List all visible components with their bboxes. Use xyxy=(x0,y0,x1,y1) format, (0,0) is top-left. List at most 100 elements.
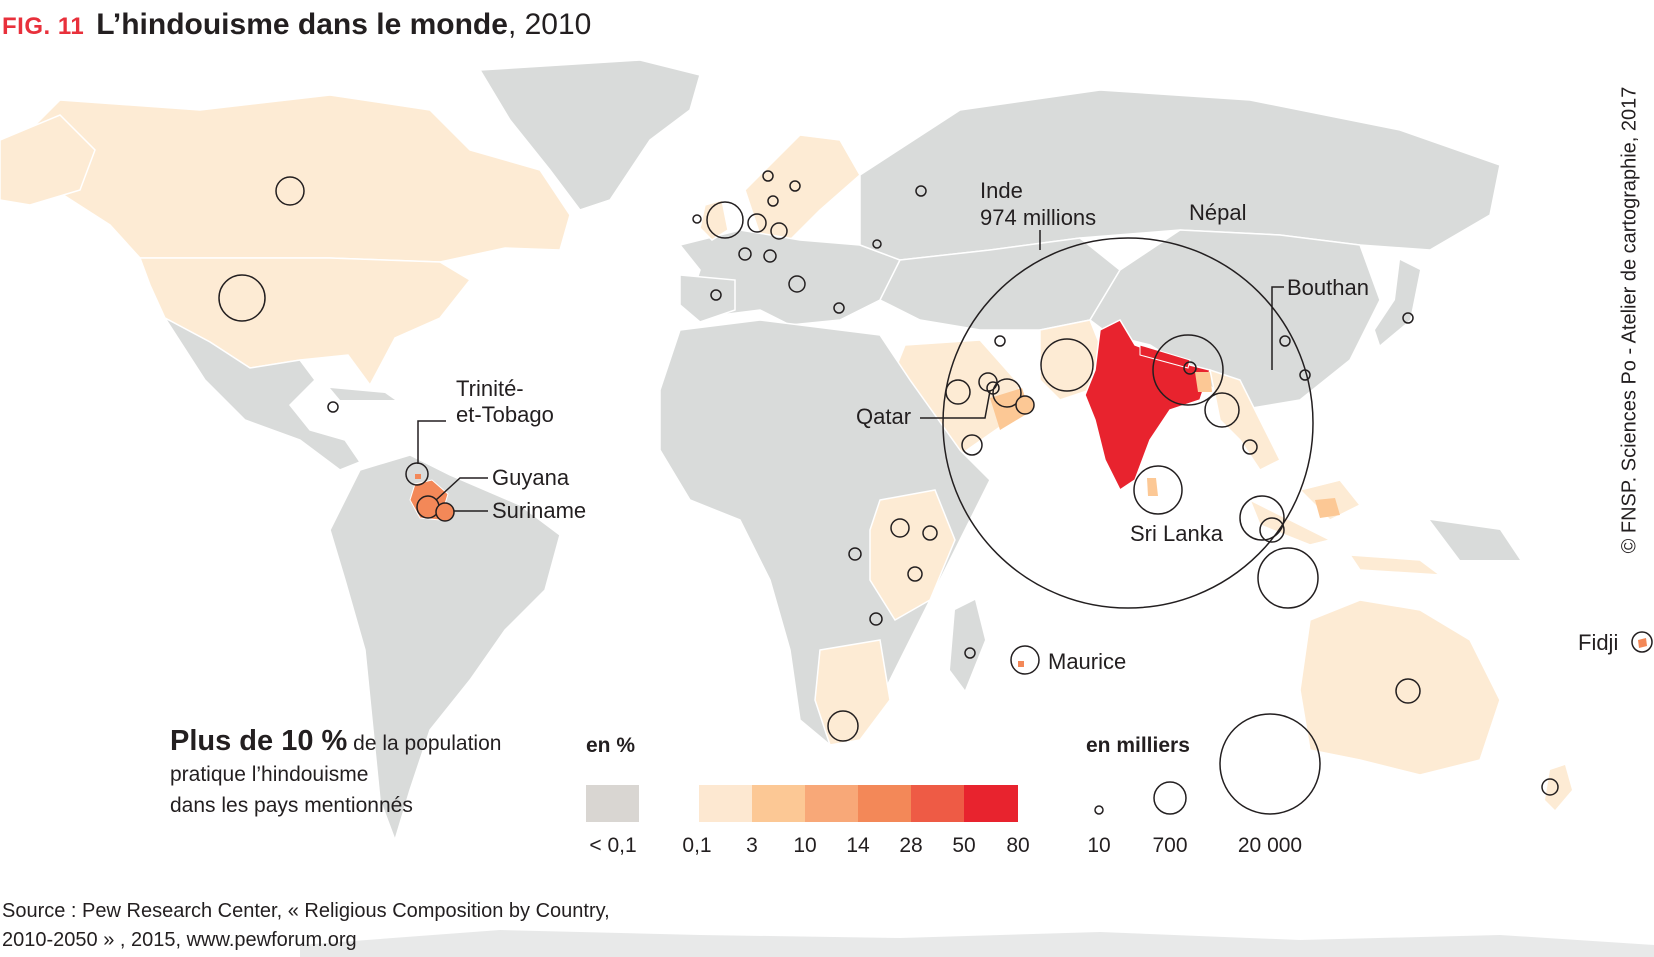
circle-kenya xyxy=(890,518,910,538)
land-bangladesh xyxy=(1195,372,1212,392)
label-bouthan: Bouthan xyxy=(1287,275,1369,300)
circle-canada xyxy=(275,176,305,206)
circle-nepal xyxy=(1152,334,1224,406)
circle-tanzania xyxy=(922,525,938,541)
land-scandinavia xyxy=(744,134,861,241)
land-caribbean xyxy=(330,388,395,400)
circle-malaysia xyxy=(1239,495,1285,541)
circle-poland xyxy=(872,239,882,249)
legend-size-title: en milliers xyxy=(1086,734,1190,757)
land-papua xyxy=(1430,520,1520,560)
circle-fiji xyxy=(1631,631,1653,653)
size-label: 700 xyxy=(1152,834,1188,857)
credit-text: © FNSP. Sciences Po - Atelier de cartogr… xyxy=(1618,86,1641,554)
page-title: L’hindouisme dans le monde, 2010 xyxy=(96,8,591,42)
circle-nigeria xyxy=(848,547,862,561)
leader-trinite xyxy=(417,420,446,464)
land-uk xyxy=(699,199,729,241)
land-china xyxy=(1089,229,1381,411)
land-australia xyxy=(1299,599,1501,776)
circle-india xyxy=(942,237,1314,609)
swatch-14-28 xyxy=(858,785,911,822)
label-inde-2: 974 millions xyxy=(980,205,1096,230)
size-circle-medium xyxy=(1153,781,1187,815)
legend-pct-title: en % xyxy=(586,734,636,757)
title-main: L’hindouisme dans le monde xyxy=(96,8,508,41)
land-japan xyxy=(1375,260,1420,345)
circle-germany xyxy=(770,222,788,240)
legend-description-line2: pratique l’hindouisme xyxy=(170,763,369,786)
label-suriname: Suriname xyxy=(492,498,586,523)
pct-label: 80 xyxy=(1006,834,1030,857)
pct-label: 10 xyxy=(793,834,817,857)
pct-label: 50 xyxy=(952,834,976,857)
land-mexico xyxy=(162,315,362,471)
leader-guyana xyxy=(435,477,488,501)
circle-greece xyxy=(833,302,845,314)
legend-description-line3: dans les pays mentionnés xyxy=(170,794,413,817)
circle-uk xyxy=(706,201,744,239)
size-legend-circles xyxy=(1094,713,1321,815)
leader-lines xyxy=(417,230,1284,512)
circle-suriname xyxy=(435,502,455,522)
circle-sri-lanka xyxy=(1133,465,1183,515)
circle-uganda xyxy=(907,566,923,582)
circle-thailand xyxy=(1299,369,1311,381)
circle-japan xyxy=(1402,312,1414,324)
circle-pakistan xyxy=(1040,338,1094,392)
source-line-2: 2010-2050 » , 2015, www.pewforum.org xyxy=(2,929,357,951)
land-sulawesi xyxy=(1315,498,1340,518)
circle-qatar xyxy=(986,381,1000,395)
circle-singapore xyxy=(1259,517,1285,543)
circle-indonesia xyxy=(1257,547,1319,609)
circle-bangladesh xyxy=(1204,392,1240,428)
pct-label: 14 xyxy=(846,834,870,857)
land-indonesia xyxy=(1248,479,1443,576)
circle-belgium xyxy=(763,249,777,263)
circle-mozambique xyxy=(869,612,883,626)
swatch-28-50 xyxy=(911,785,964,822)
circle-reunion xyxy=(964,647,976,659)
circle-ireland xyxy=(692,214,702,224)
legend-description-bold: Plus de 10 % xyxy=(170,725,348,757)
circle-new-zealand xyxy=(1541,778,1559,796)
land-sri-lanka xyxy=(1147,478,1158,496)
circle-uae xyxy=(992,378,1022,408)
source-note: Source : Pew Research Center, « Religiou… xyxy=(2,897,610,955)
legend-description-rest: de la population xyxy=(347,732,502,755)
label-fidji: Fidji xyxy=(1578,630,1618,655)
swatch-50-80 xyxy=(964,785,1018,822)
circle-saudi xyxy=(945,379,971,405)
circle-norway xyxy=(762,170,774,182)
size-label: 10 xyxy=(1087,834,1111,857)
figure-tag: FIG. 11 xyxy=(2,13,85,40)
land-east-africa xyxy=(869,489,956,622)
label-guyana: Guyana xyxy=(492,465,570,490)
swatch-below-0-1 xyxy=(586,785,639,822)
circle-france xyxy=(738,247,752,261)
circle-mauritius xyxy=(1010,645,1040,675)
size-circle-small xyxy=(1094,805,1104,815)
circle-russia xyxy=(915,185,927,197)
circle-bhutan xyxy=(1183,361,1197,375)
leader-bouthan xyxy=(1271,286,1284,370)
legend-description: Plus de 10 % de la population pratique l… xyxy=(170,726,501,821)
label-nepal: Népal xyxy=(1189,200,1246,225)
swatch-3-10 xyxy=(752,785,805,822)
land-greenland xyxy=(478,59,701,211)
land-fiji xyxy=(1638,638,1647,648)
label-sri-lanka: Sri Lanka xyxy=(1130,521,1224,546)
pct-label: < 0,1 xyxy=(589,834,637,857)
land-alaska xyxy=(0,114,96,206)
label-qatar: Qatar xyxy=(856,404,911,429)
circle-south-africa xyxy=(827,710,859,742)
circle-yemen xyxy=(961,434,983,456)
circle-trinidad xyxy=(405,462,429,486)
circle-usa xyxy=(218,274,266,322)
source-line-1: Source : Pew Research Center, « Religiou… xyxy=(2,900,610,922)
land-south-america xyxy=(329,454,561,843)
circle-sweden xyxy=(789,180,801,192)
circle-italy xyxy=(788,275,806,293)
label-trinite-2: et-Tobago xyxy=(456,402,554,427)
pct-label: 28 xyxy=(899,834,923,857)
